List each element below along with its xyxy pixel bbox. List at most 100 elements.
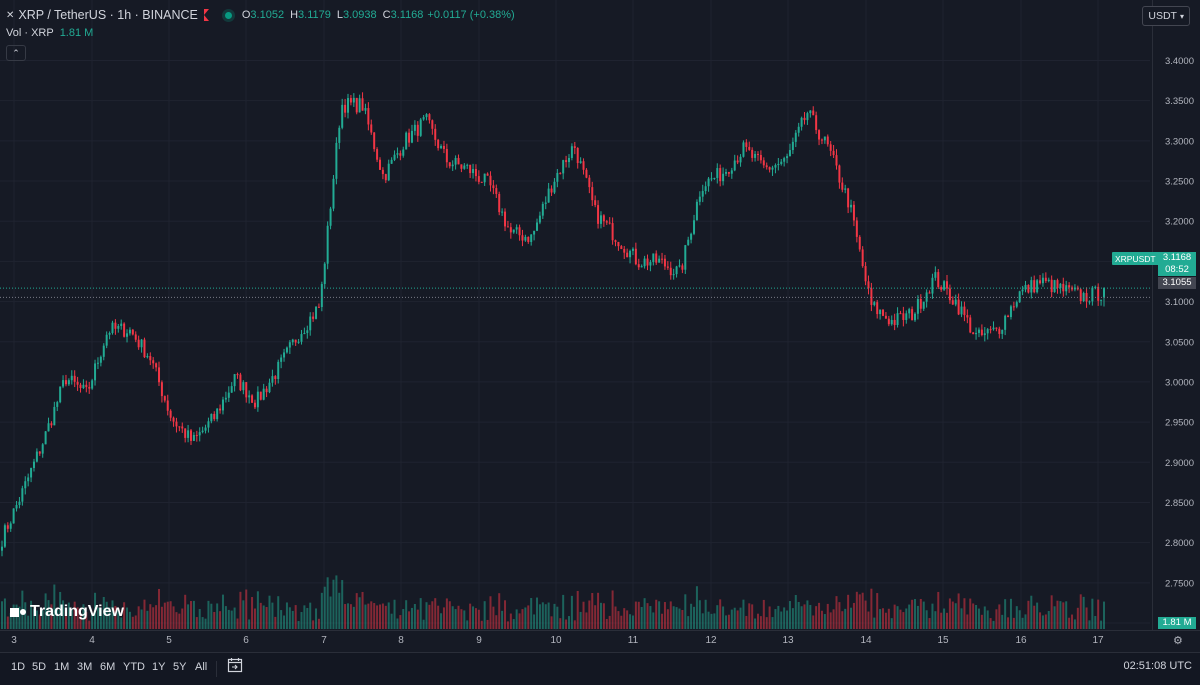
volume-bar [948, 598, 951, 629]
volume-bar [347, 603, 350, 629]
time-tick-label: 12 [705, 635, 717, 646]
candle-body [588, 177, 591, 188]
range-ytd-button[interactable]: YTD [123, 661, 145, 673]
volume-legend[interactable]: Vol · XRP 1.81 M [6, 27, 93, 39]
candle-body [158, 367, 161, 383]
range-1m-button[interactable]: 1M [54, 661, 70, 673]
candle-body [986, 329, 989, 334]
volume-bar [44, 593, 47, 629]
candle-body [155, 363, 158, 368]
volume-bar [905, 608, 908, 629]
candle-body [684, 245, 687, 270]
candle-body [410, 130, 413, 143]
volume-bar [91, 613, 94, 629]
volume-bar [451, 606, 454, 629]
volume-bar [643, 598, 646, 629]
volume-bar [448, 601, 451, 629]
volume-bar [236, 618, 239, 629]
candle-body [294, 339, 297, 343]
volume-bar [925, 610, 928, 629]
range-6m-button[interactable]: 6M [100, 661, 116, 673]
volume-bar [637, 601, 640, 629]
price-tick-label: 3.0500 [1165, 337, 1194, 348]
volume-bar [989, 618, 992, 629]
volume-bar [562, 594, 565, 629]
candle-body [818, 130, 821, 140]
candle-body [460, 164, 463, 169]
candle-body [969, 317, 972, 333]
candle-body [713, 177, 716, 179]
candle-body [192, 435, 195, 441]
range-1d-button[interactable]: 1D [11, 661, 26, 673]
tradingview-logo[interactable]: TradingView [10, 603, 124, 621]
volume-bar [102, 596, 105, 629]
candlesticks [1, 92, 1105, 557]
range-all-button[interactable]: All [195, 661, 208, 673]
collapse-legend-button[interactable]: ⌃ [6, 45, 26, 61]
candle-body [1050, 279, 1053, 293]
volume-bar [646, 603, 649, 629]
chart-settings-icon[interactable]: ⚙ [1173, 635, 1183, 647]
time-tick-label: 5 [166, 635, 172, 646]
volume-bar [934, 611, 937, 629]
candle-body [21, 488, 24, 502]
candle-body [989, 329, 992, 331]
volume-tag: 1.81 M [1158, 617, 1196, 629]
symbol-title[interactable]: XRP / TetherUS · 1h · BINANCE [18, 8, 198, 22]
candle-body [408, 132, 411, 143]
candle-body [213, 413, 216, 420]
candle-body [605, 221, 608, 223]
candle-body [646, 258, 649, 266]
price-tick-label: 3.3000 [1165, 136, 1194, 147]
candle-body [980, 329, 983, 336]
symbol-price-tag: XRPUSDT [1112, 252, 1159, 265]
candle-body [1004, 315, 1007, 330]
volume-bar [70, 609, 73, 629]
volume-bar [332, 579, 335, 629]
volume-bar [230, 610, 233, 629]
candle-body [812, 110, 815, 116]
candle-body [221, 399, 224, 411]
candle-body [800, 117, 803, 127]
range-1y-button[interactable]: 1Y [152, 661, 166, 673]
volume-label: Vol · XRP [6, 27, 54, 39]
utc-clock[interactable]: 02:51:08 UTC [1123, 660, 1192, 672]
candle-body [70, 375, 73, 381]
volume-bar [521, 609, 524, 629]
volume-bar [245, 589, 248, 629]
symbol-legend[interactable]: ✕ XRP / TetherUS · 1h · BINANCE O 3.1052 … [6, 6, 519, 24]
candle-body [803, 117, 806, 121]
volume-bar [852, 602, 855, 629]
volume-bar [402, 609, 405, 629]
toolbar-divider [216, 661, 217, 677]
volume-bar [884, 612, 887, 629]
range-5d-button[interactable]: 5D [32, 661, 47, 673]
range-5y-button[interactable]: 5Y [173, 661, 187, 673]
volume-bar [658, 601, 661, 629]
volume-bar [777, 605, 780, 629]
volume-bar [1071, 614, 1074, 629]
candle-body [788, 150, 791, 157]
volume-bar [599, 602, 602, 629]
volume-bar [975, 605, 978, 629]
candle-body [716, 168, 719, 178]
candle-body [370, 124, 373, 133]
candle-body [899, 313, 902, 315]
candle-body [114, 322, 117, 329]
candle-body [94, 363, 97, 381]
go-to-date-icon[interactable] [227, 657, 243, 673]
candle-body [902, 313, 905, 320]
candle-body [541, 203, 544, 216]
candle-body [754, 153, 757, 158]
candle-body [1030, 280, 1033, 293]
market-status-icon[interactable] [224, 11, 232, 19]
flag-icon[interactable] [203, 9, 209, 21]
volume-bar [559, 618, 562, 629]
candle-body [248, 395, 251, 398]
range-3m-button[interactable]: 3M [77, 661, 93, 673]
volume-bar [841, 611, 844, 629]
currency-select[interactable]: USDT ▾ [1142, 6, 1190, 26]
candle-body [163, 396, 166, 401]
volume-bar [908, 604, 911, 629]
